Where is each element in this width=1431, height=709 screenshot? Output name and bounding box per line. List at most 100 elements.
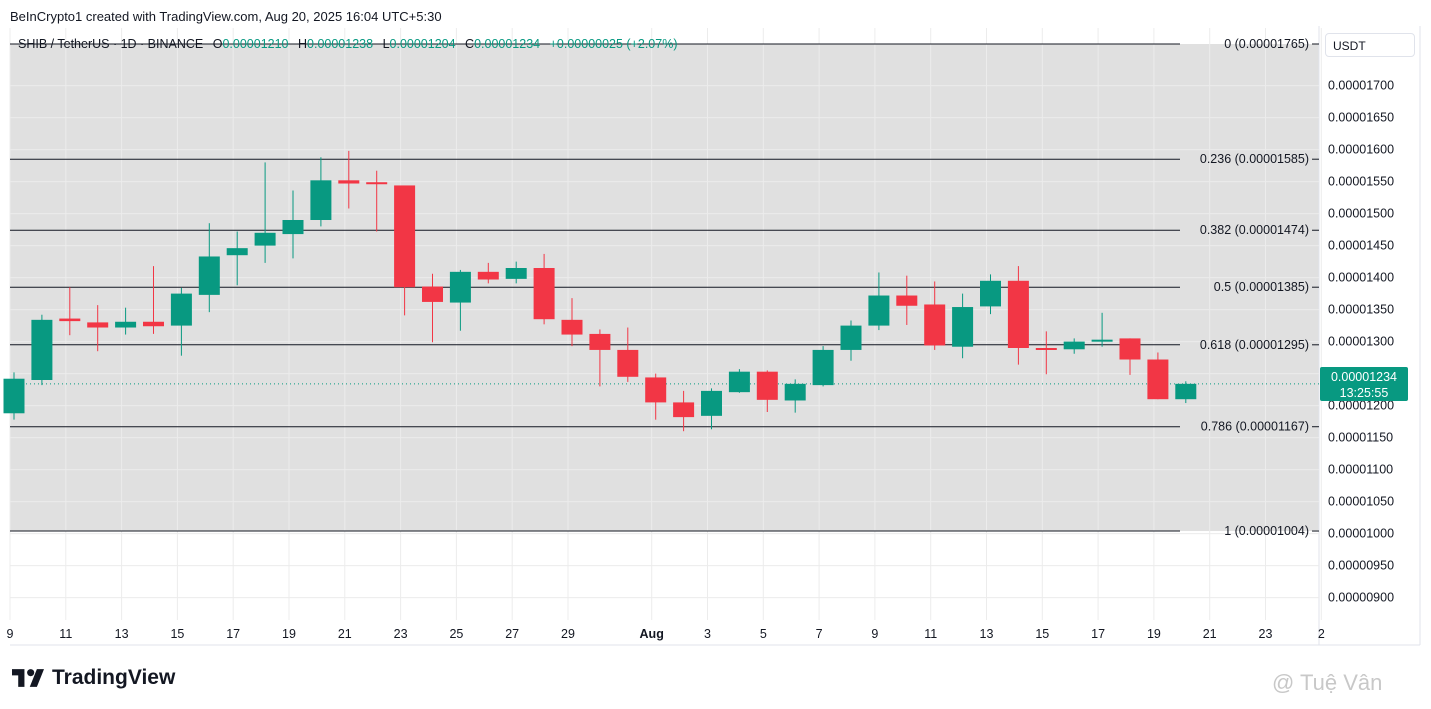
candle[interactable] [505,261,527,284]
candle-body [840,325,862,350]
price-axis-label: 0.00001200 [1328,399,1394,413]
time-axis-label: 21 [338,627,352,641]
candle-body [422,286,443,302]
candle[interactable] [115,307,137,335]
price-axis-label: 0.00001350 [1328,303,1394,317]
time-axis-label: 21 [1203,627,1217,641]
time-axis-label: 11 [924,627,937,641]
time-axis-label: 15 [1035,627,1049,641]
candle-body [366,182,388,185]
candle-body [533,268,555,320]
candle[interactable] [952,293,974,359]
candle[interactable] [980,274,1001,315]
candle[interactable] [143,266,164,334]
candle[interactable] [282,190,304,259]
candle[interactable] [533,253,555,325]
candle[interactable] [1091,312,1113,347]
price-axis-label: 0.00001150 [1328,431,1393,445]
candle-body [645,377,667,403]
candle[interactable] [1147,352,1169,400]
candle[interactable] [728,369,750,393]
bar-countdown: 13:25:55 [1339,386,1389,400]
candle[interactable] [701,388,722,430]
candle-body [198,256,220,295]
candle[interactable] [812,346,834,387]
last-price-value: 0.00001234 [1330,370,1398,384]
time-axis-label: 17 [1091,627,1105,641]
brand-name: TradingView [52,666,176,689]
price-axis-label: 0.00001100 [1328,463,1393,477]
currency-selector[interactable]: USDT [1325,33,1415,57]
candle[interactable] [394,185,416,316]
candle[interactable] [1007,266,1029,365]
price-axis-label: 0.00001400 [1328,271,1394,285]
candle-body [310,180,332,220]
candle[interactable] [589,329,611,387]
candle[interactable] [561,298,583,347]
candle[interactable] [3,372,25,420]
candle[interactable] [87,305,109,352]
fib-level-label: 0.5 (0.00001385) [1214,280,1309,294]
time-axis-label: 19 [1147,627,1161,641]
candle-body [1007,280,1029,348]
symbol-name: SHIB / TetherUS · 1D · BINANCE [18,37,204,51]
candle[interactable] [170,287,192,356]
time-axis[interactable]: 9 11 13 15 17 19 21 23 25 27 29 Aug 3 5 7 9 11 13 15 17 19 21… [7,627,1325,641]
candle[interactable] [1175,381,1197,404]
candle[interactable] [198,223,220,313]
candle-body [924,304,946,346]
price-axis[interactable]: 0.00001700 0.00001650 0.00001600 0.00001550… [1328,79,1394,605]
candle-body [115,321,137,328]
tradingview-logo-icon [12,669,44,687]
price-axis-label: 0.00001600 [1328,143,1394,157]
candle[interactable] [1119,338,1141,375]
candle-body [673,402,695,418]
time-axis-label: 23 [1259,627,1273,641]
candle[interactable] [673,390,695,432]
candle[interactable] [756,370,778,412]
candle[interactable] [449,269,471,331]
candle[interactable] [422,273,443,343]
candle[interactable] [338,150,360,209]
candle[interactable] [226,231,248,286]
candle[interactable] [840,320,862,361]
candle[interactable] [31,314,53,386]
candle[interactable] [477,262,499,284]
high-label: H [298,37,308,51]
open-label: O [212,37,223,51]
last-price-tag: 0.00001234 13:25:55 [1320,367,1408,401]
time-axis-label: 25 [449,627,463,641]
candle-body [254,232,276,246]
candle[interactable] [1063,338,1085,354]
time-axis-label: 2 [1318,627,1325,641]
candle[interactable] [254,162,276,263]
candle[interactable] [59,287,81,336]
time-axis-label: 9 [871,627,878,641]
time-axis-label: 3 [704,627,711,641]
candle-body [980,280,1001,307]
tradingview-logo[interactable]: TradingView [12,666,175,690]
candle[interactable] [784,379,806,413]
price-axis-label: 0.00000950 [1328,559,1394,573]
candle[interactable] [366,170,388,232]
time-axis-label: 13 [115,627,129,641]
candles-layer [3,150,1197,432]
candle[interactable] [645,373,667,420]
time-axis-label: 23 [394,627,408,641]
price-axis-label: 0.00001650 [1328,111,1394,125]
candle[interactable] [310,157,332,227]
time-axis-label: 13 [980,627,994,641]
time-axis-label: 27 [505,627,519,641]
time-axis-label: 15 [170,627,184,641]
candle[interactable] [896,275,918,325]
fib-level-label: 1 (0.00001004) [1224,524,1309,538]
candle-body [589,333,611,350]
candle[interactable] [924,281,946,350]
candle[interactable] [868,272,890,331]
change-value: +0.00000025 (+2.07%) [549,37,678,51]
close-label: C [465,37,475,51]
candle[interactable] [1035,331,1057,375]
high-value: 0.00001238 [307,37,374,51]
candle[interactable] [617,327,639,382]
